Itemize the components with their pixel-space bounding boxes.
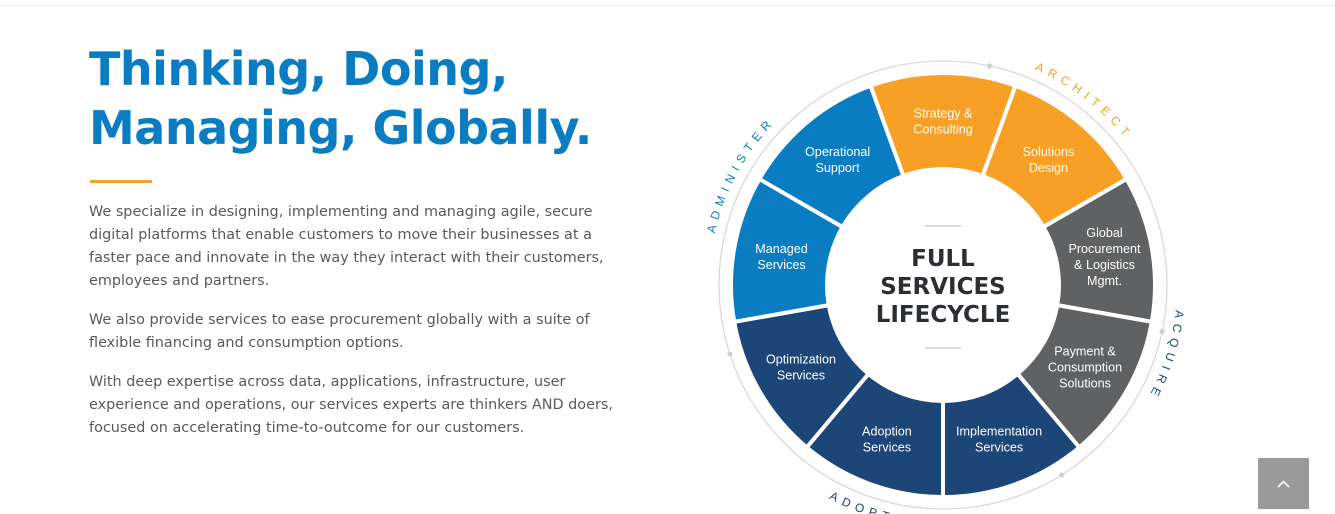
ring-dot [727, 351, 733, 357]
wheel-segment: Solutions Design [980, 83, 1130, 230]
ring-dot [986, 63, 993, 69]
accent-divider [90, 180, 152, 183]
top-divider [0, 5, 1335, 6]
segment-shape [756, 83, 906, 230]
center-disc [831, 173, 1055, 397]
intro-paragraph-2: We also provide services to ease procure… [89, 312, 590, 351]
chevron-up-icon [1277, 480, 1290, 488]
segment-label: Implementation Services [956, 425, 1042, 455]
page-title-line-2: Managing, Globally. [89, 101, 592, 155]
segment-label: Optimization Services [766, 353, 836, 383]
segment-label: Solutions Design [1023, 145, 1075, 175]
segment-label: Global Procurement & Logistics Mgmt. [1068, 226, 1141, 288]
page-title-line-1: Thinking, Doing, [89, 42, 508, 96]
page-title: Thinking, Doing, Managing, Globally. [89, 40, 649, 158]
services-lifecycle-diagram: Strategy & Consulting Solutions Design Globa… [700, 52, 1190, 514]
center-title: FULL SERVICES LIFECYCLE [876, 246, 1011, 328]
segment-label: Payment & Consumption Solutions [1048, 345, 1122, 391]
ring-dot [1059, 472, 1065, 478]
wheel-segment: Strategy & Consulting [867, 71, 1019, 179]
wheel-segment: Implementation Services [941, 371, 1083, 500]
intro-section: Thinking, Doing, Managing, Globally. We … [89, 40, 649, 456]
segment-label: Adoption Services [862, 425, 912, 455]
intro-paragraph-1: We specialize in designing, implementing… [89, 204, 604, 289]
wheel-segment: Managed Services [729, 176, 846, 325]
lifecycle-wheel: Strategy & Consulting Solutions Design Globa… [704, 60, 1181, 514]
segment-label: Operational Support [805, 145, 870, 175]
segment-label: Managed Services [755, 242, 808, 272]
intro-paragraph-3: With deep expertise across data, applica… [89, 374, 613, 436]
outer-ring [718, 60, 1168, 510]
segment-label: Strategy & Consulting [913, 107, 973, 137]
wheel-segment: Global Procurement & Logistics Mgmt. [1040, 176, 1157, 325]
wheel-segment: Operational Support [756, 83, 906, 230]
ring-dot [1159, 328, 1165, 335]
scroll-to-top-button[interactable] [1258, 458, 1309, 509]
